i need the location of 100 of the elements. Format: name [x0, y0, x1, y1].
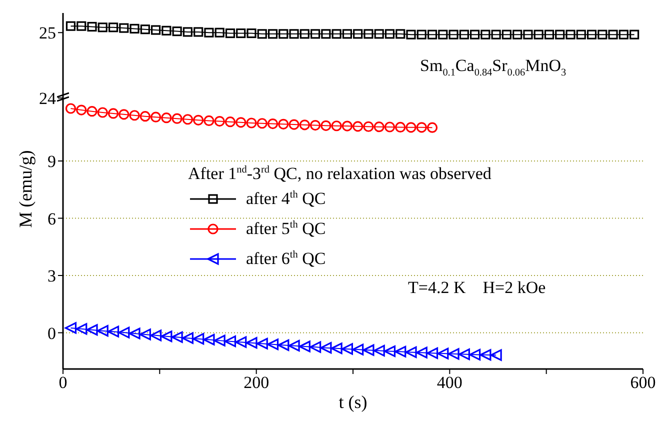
- point: [96, 325, 108, 337]
- point: [448, 348, 460, 360]
- x-tick-label: 600: [630, 373, 656, 392]
- point: [278, 339, 290, 351]
- point: [426, 347, 438, 359]
- point: [246, 28, 256, 38]
- point: [480, 349, 492, 361]
- point: [405, 346, 417, 358]
- point: [162, 26, 172, 36]
- point: [469, 348, 481, 360]
- point: [437, 348, 449, 360]
- annotation: T=4.2 K H=2 kOe: [408, 278, 546, 297]
- point: [544, 30, 554, 40]
- point: [416, 30, 426, 40]
- point: [459, 30, 469, 40]
- point: [108, 22, 118, 32]
- x-tick-label: 200: [244, 373, 270, 392]
- point: [480, 30, 490, 40]
- point: [374, 122, 384, 132]
- point: [342, 120, 352, 132]
- point: [502, 30, 512, 40]
- point: [267, 118, 278, 130]
- point: [140, 111, 150, 122]
- point: [310, 341, 322, 353]
- point: [118, 326, 130, 338]
- point: [118, 109, 130, 120]
- x-axis-title: t (s): [338, 392, 368, 412]
- point: [86, 324, 98, 336]
- point: [427, 30, 438, 40]
- point: [161, 112, 172, 124]
- point: [384, 29, 395, 39]
- legend-label: after 4$^{th}$ QC: [246, 189, 326, 208]
- point: [224, 116, 236, 128]
- point: [416, 122, 427, 133]
- annotation: Sm$_{0.1}$Ca$_{0.84}$Sr$_{0.06}$MnO$_{3}$: [420, 56, 566, 78]
- point: [576, 30, 586, 40]
- point: [512, 30, 522, 40]
- point: [458, 348, 470, 360]
- point: [129, 110, 140, 121]
- point: [278, 29, 288, 39]
- point: [86, 106, 98, 117]
- point: [448, 30, 458, 40]
- point: [608, 30, 618, 40]
- point: [321, 29, 331, 39]
- point: [235, 336, 247, 348]
- point: [341, 343, 353, 355]
- point: [330, 342, 342, 354]
- point: [214, 116, 225, 127]
- point: [66, 21, 76, 31]
- point: [119, 23, 129, 33]
- point: [98, 22, 108, 32]
- point: [246, 118, 257, 128]
- y-tick-label: 9: [48, 152, 56, 172]
- legend-label: after 6$^{th}$ QC: [246, 249, 326, 268]
- point: [331, 120, 342, 132]
- point: [288, 119, 300, 130]
- point: [76, 323, 88, 335]
- point: [395, 122, 406, 132]
- point: [139, 328, 151, 340]
- point: [555, 30, 565, 40]
- point: [618, 30, 628, 40]
- y-axis-title: M (emu/g): [16, 150, 36, 228]
- point: [214, 28, 224, 38]
- point: [374, 29, 384, 39]
- point: [566, 30, 576, 40]
- point: [352, 344, 364, 356]
- point: [256, 338, 268, 350]
- point: [268, 29, 278, 39]
- point: [97, 107, 108, 118]
- point: [310, 120, 321, 131]
- point: [224, 336, 236, 348]
- y-tick-label: 6: [48, 209, 56, 228]
- point: [384, 345, 396, 358]
- point: [438, 30, 448, 40]
- point: [416, 346, 428, 358]
- point: [236, 117, 246, 128]
- point: [87, 22, 97, 32]
- point: [288, 340, 300, 352]
- point: [373, 344, 385, 356]
- point: [225, 28, 236, 38]
- point: [278, 118, 289, 130]
- point: [204, 115, 214, 126]
- point: [150, 112, 162, 122]
- point: [332, 29, 342, 39]
- legend-title: After 1$^{nd}$-3$^{rd}$ QC, no relaxation was observed: [188, 164, 492, 183]
- point: [171, 331, 183, 343]
- point: [128, 328, 140, 340]
- point: [64, 322, 77, 334]
- point: [362, 344, 374, 356]
- point: [364, 29, 374, 39]
- point: [194, 27, 204, 37]
- point: [130, 24, 140, 34]
- point: [352, 121, 364, 132]
- point: [299, 120, 310, 130]
- point: [182, 27, 192, 37]
- point: [192, 333, 204, 345]
- point: [203, 334, 215, 346]
- x-tick-label: 400: [436, 373, 462, 392]
- point: [353, 29, 363, 39]
- point: [300, 29, 310, 39]
